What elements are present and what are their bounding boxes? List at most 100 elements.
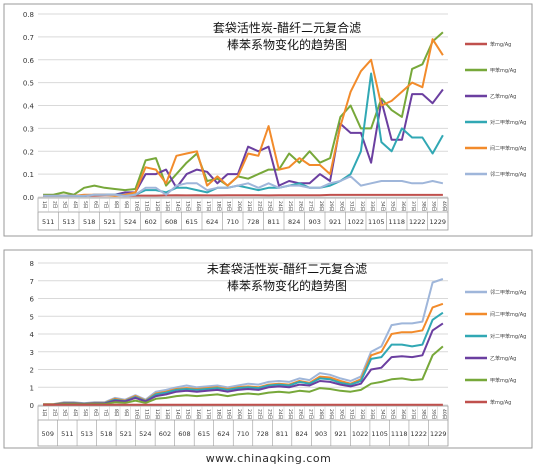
- legend-label: 苯mg/Ag: [490, 399, 511, 406]
- x-tick-label: 30日: [338, 201, 344, 211]
- x-tick-label: 36日: [400, 201, 406, 211]
- date-group-label: 518: [100, 430, 112, 438]
- x-tick-label: 36日: [400, 409, 406, 419]
- date-group-label: 1105: [368, 218, 385, 226]
- y-tick-label: 0.5: [23, 80, 34, 88]
- x-tick-label: 4日: [72, 201, 78, 208]
- date-group-label: 1022: [347, 218, 364, 226]
- x-tick-label: 32日: [359, 201, 365, 211]
- chart-title: 套袋活性炭-醋纤二元复合滤: [213, 20, 361, 35]
- date-group-label: 903: [315, 430, 327, 438]
- legend-label: 邻二甲苯mg/Ag: [490, 289, 526, 296]
- x-tick-label: 26日: [297, 201, 303, 211]
- legend-label: 对二甲苯mg/Ag: [490, 333, 526, 340]
- x-tick-label: 2日: [51, 201, 57, 208]
- x-tick-label: 7日: [103, 201, 109, 208]
- x-tick-label: 38日: [420, 409, 426, 419]
- y-tick-label: 4: [30, 331, 35, 339]
- date-group-label: 811: [276, 430, 288, 438]
- x-tick-label: 37日: [410, 201, 416, 211]
- date-group-label: 1222: [409, 218, 426, 226]
- chart-title: 未套袋活性炭-醋纤二元复合滤: [207, 261, 367, 276]
- x-tick-label: 7日: [103, 409, 109, 416]
- date-group-label: 811: [268, 218, 280, 226]
- x-tick-label: 17日: [205, 201, 211, 211]
- date-group-label: 521: [120, 430, 132, 438]
- x-tick-label: 39日: [431, 409, 437, 419]
- date-group-label: 513: [81, 430, 93, 438]
- x-tick-label: 16日: [195, 201, 201, 211]
- date-group-label: 602: [145, 218, 157, 226]
- x-tick-label: 34日: [379, 201, 385, 211]
- y-tick-label: 0.3: [23, 125, 34, 133]
- x-tick-label: 11日: [144, 409, 150, 419]
- legend-label: 间二甲苯mg/Ag: [490, 311, 526, 318]
- date-group-label: 518: [83, 218, 95, 226]
- x-tick-label: 40日: [441, 201, 447, 211]
- date-group-label: 624: [206, 218, 218, 226]
- date-group-label: 509: [42, 430, 54, 438]
- x-tick-label: 19日: [226, 201, 232, 211]
- legend-label: 乙苯mg/Ag: [490, 355, 516, 362]
- x-tick-label: 8日: [113, 201, 119, 208]
- x-tick-label: 35日: [390, 409, 396, 419]
- date-group-label: 1118: [391, 430, 408, 438]
- date-group-label: 1229: [429, 218, 446, 226]
- x-tick-label: 4日: [72, 409, 78, 416]
- watermark: www.chinaqking.com: [205, 452, 332, 465]
- x-tick-label: 25日: [287, 201, 293, 211]
- x-tick-label: 29日: [328, 201, 334, 211]
- date-group-label: 608: [178, 430, 190, 438]
- x-tick-label: 10日: [133, 201, 139, 211]
- date-group-label: 521: [104, 218, 116, 226]
- date-group-label: 602: [159, 430, 171, 438]
- date-group-label: 608: [165, 218, 177, 226]
- y-tick-label: 7: [30, 278, 34, 286]
- date-group-label: 524: [124, 218, 136, 226]
- chart-2: 0 1 2 3 4 5 6 7 8 1日 2日 3日 4日 5日 6日 7日 8日 9日 10日 11日 12日 13日 1…: [3, 249, 533, 449]
- date-group-label: 511: [61, 430, 73, 438]
- x-tick-label: 22日: [256, 201, 262, 211]
- x-tick-label: 1日: [41, 409, 47, 416]
- date-group-label: 513: [63, 218, 75, 226]
- x-tick-label: 40日: [441, 409, 447, 419]
- x-tick-label: 6日: [92, 201, 98, 208]
- y-tick-label: 3: [30, 349, 34, 357]
- x-tick-label: 20日: [236, 201, 242, 211]
- date-group-label: 710: [237, 430, 249, 438]
- y-tick-label: 0.7: [23, 34, 34, 42]
- x-tick-label: 14日: [174, 201, 180, 211]
- date-group-label: 728: [247, 218, 259, 226]
- x-tick-label: 29日: [328, 409, 334, 419]
- x-tick-label: 11日: [144, 201, 150, 211]
- date-group-label: 1229: [430, 430, 447, 438]
- x-tick-label: 9日: [123, 201, 129, 208]
- x-tick-label: 21日: [246, 201, 252, 211]
- legend-label: 邻二甲苯mg/Ag: [490, 171, 526, 178]
- x-tick-label: 34日: [379, 409, 385, 419]
- x-tick-label: 1日: [41, 201, 47, 208]
- x-tick-label: 13日: [164, 409, 170, 419]
- x-tick-label: 22日: [256, 409, 262, 419]
- x-tick-label: 12日: [154, 201, 160, 211]
- date-group-label: 1222: [410, 430, 427, 438]
- x-tick-label: 24日: [277, 409, 283, 419]
- x-tick-label: 3日: [62, 201, 68, 208]
- x-tick-label: 35日: [390, 201, 396, 211]
- date-group-label: 710: [227, 218, 239, 226]
- x-tick-label: 12日: [154, 409, 160, 419]
- date-group-label: 903: [309, 218, 321, 226]
- date-group-label: 921: [334, 430, 346, 438]
- x-tick-label: 6日: [92, 409, 98, 416]
- y-tick-label: 0.0: [23, 194, 34, 202]
- x-tick-label: 38日: [420, 201, 426, 211]
- x-tick-label: 20日: [236, 409, 242, 419]
- y-tick-label: 0.1: [23, 171, 34, 179]
- series-line: [43, 322, 444, 406]
- x-tick-label: 27日: [308, 409, 314, 419]
- y-tick-label: 5: [30, 313, 34, 321]
- x-tick-label: 10日: [133, 409, 139, 419]
- x-tick-label: 23日: [267, 201, 273, 211]
- chart-title: 棒苯系物变化的趋势图: [227, 37, 347, 52]
- x-tick-label: 28日: [318, 409, 324, 419]
